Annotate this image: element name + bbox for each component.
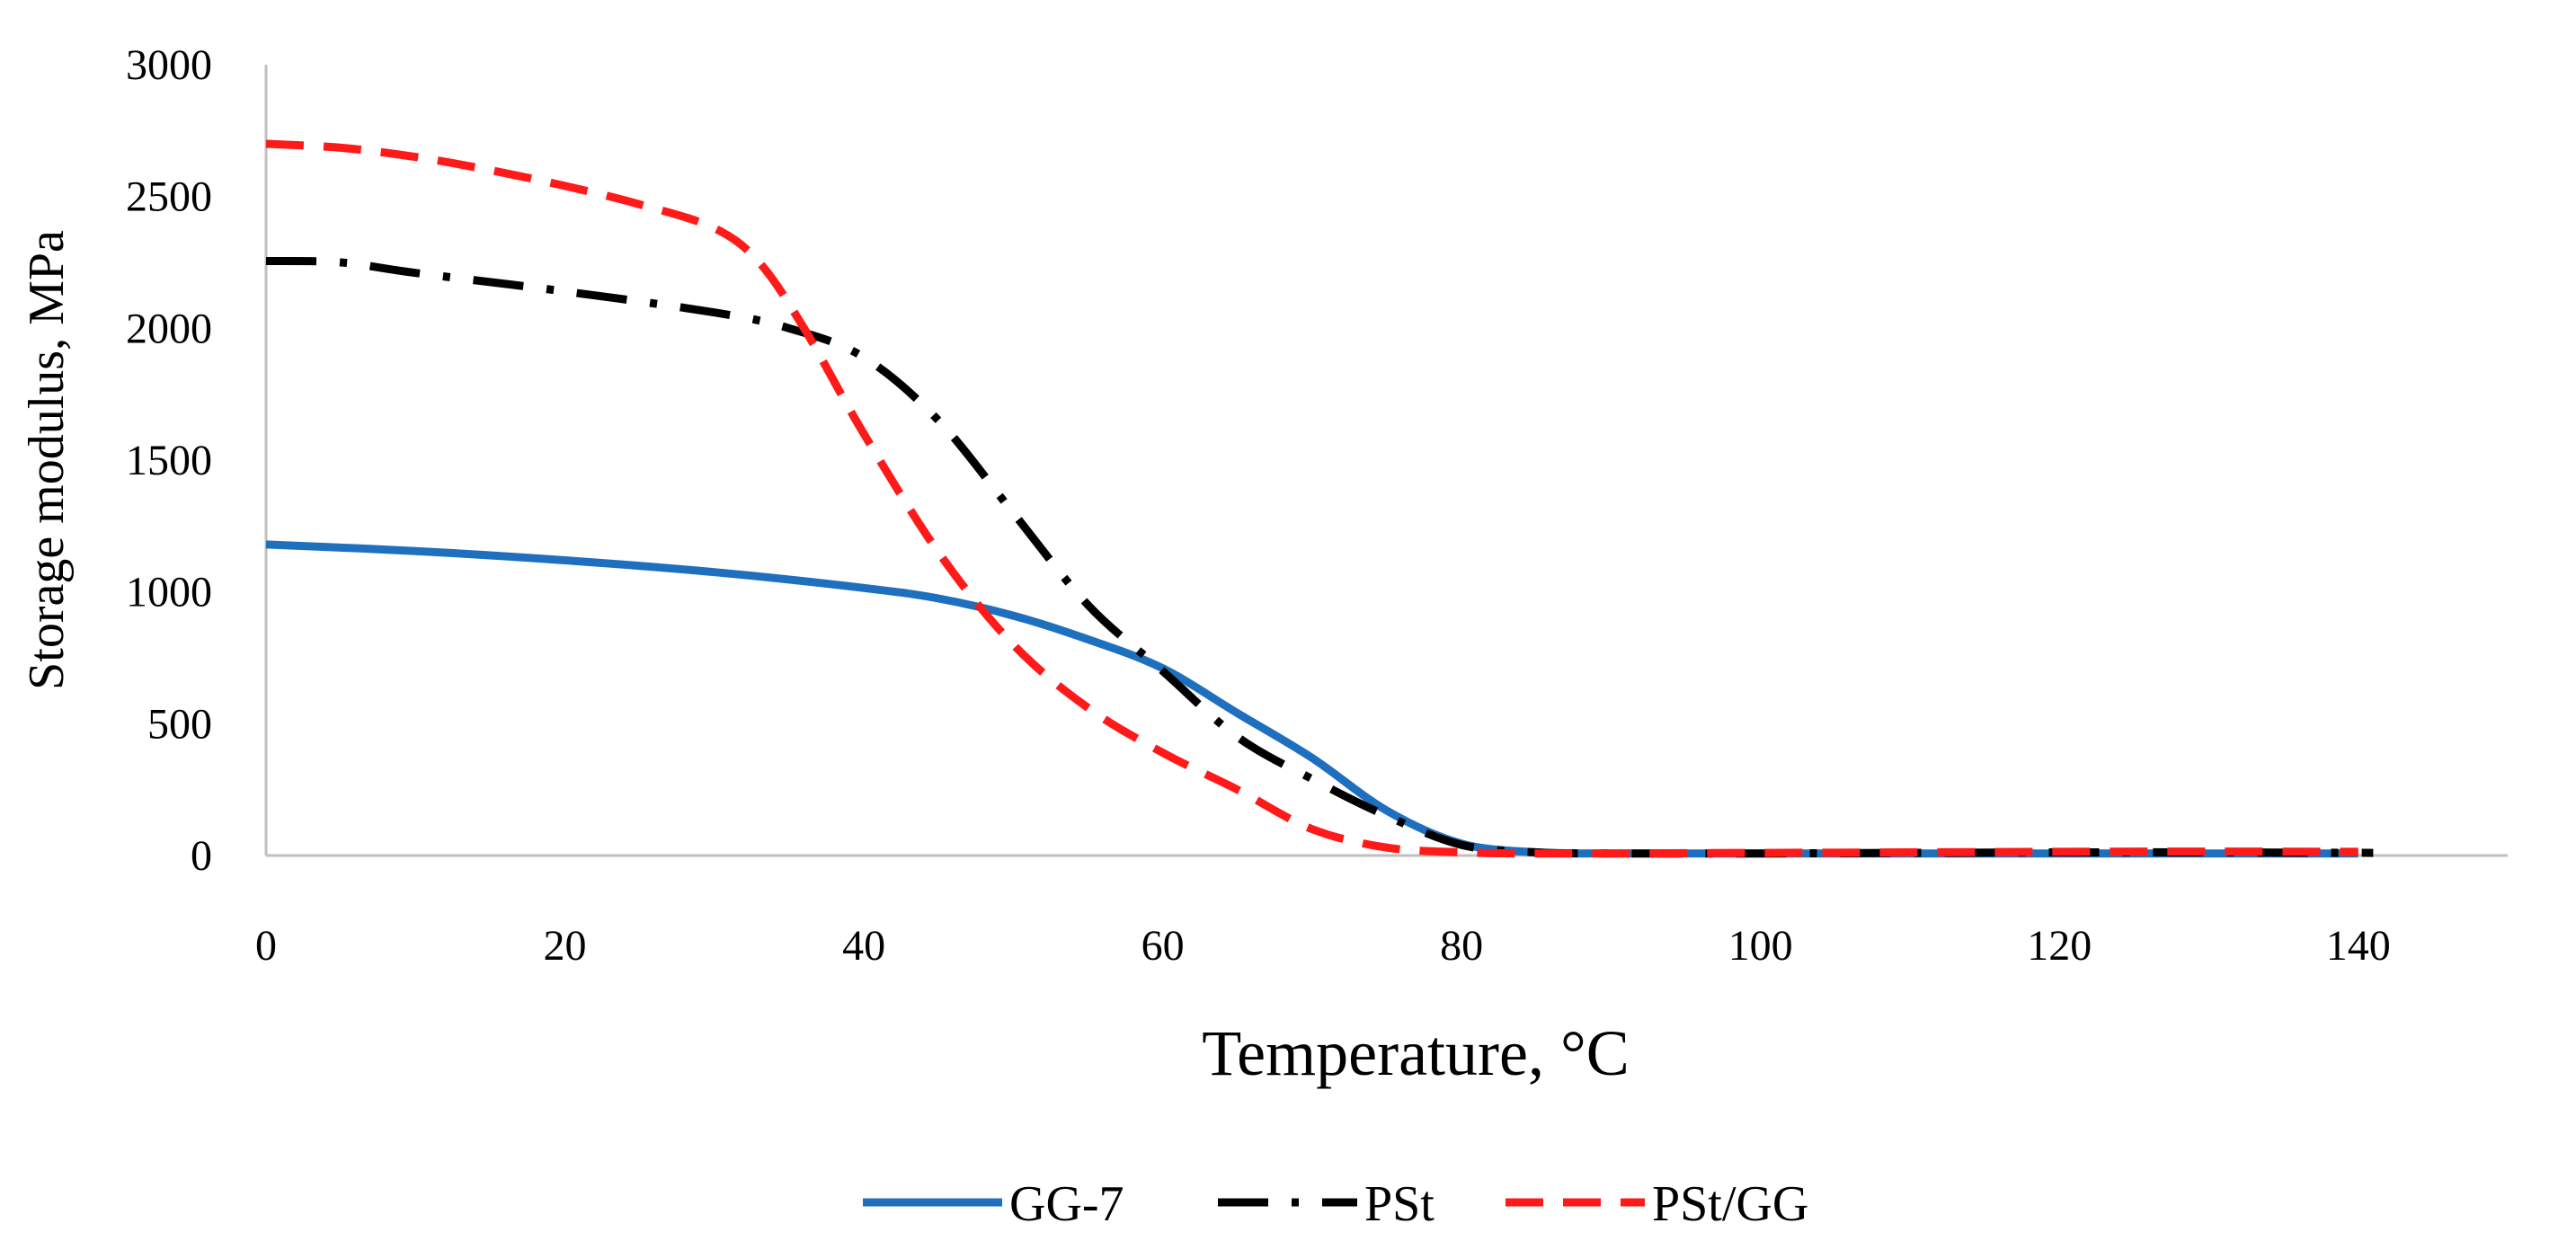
y-tick-label: 1500	[126, 437, 212, 484]
y-tick-labels: 0 500 1000 1500 2000 2500 3000	[126, 41, 212, 880]
x-tick-label: 20	[544, 922, 587, 970]
x-axis-title: Temperature, °C	[1202, 1017, 1630, 1089]
x-tick-label: 40	[842, 922, 885, 970]
series-line-gg-7	[265, 540, 2358, 858]
y-tick-label: 2500	[126, 173, 212, 221]
x-tick-labels: 0 20 40 60 80 100 120 140	[255, 922, 2391, 970]
x-tick-label: 80	[1440, 922, 1483, 970]
y-axis-title: Storage modulus, MPa	[19, 230, 75, 690]
x-tick-label: 60	[1141, 922, 1185, 970]
x-tick-label: 120	[2027, 922, 2092, 970]
plot-area: 0 500 1000 1500 2000 2500 3000 0 20 40 60 80 100 120…	[126, 41, 2508, 970]
legend-label-pst-gg: PSt/GG	[1652, 1176, 1808, 1232]
series-layer	[265, 139, 2374, 858]
x-tick-label: 140	[2326, 922, 2391, 970]
x-tick-label: 0	[255, 922, 277, 970]
y-tick-label: 2000	[126, 305, 212, 352]
series-line-pst-gg	[265, 139, 2358, 858]
x-tick-label: 100	[1728, 922, 1793, 970]
y-tick-label: 3000	[126, 41, 212, 89]
y-tick-label: 0	[191, 832, 212, 880]
legend-label-pst: PSt	[1364, 1176, 1435, 1232]
legend-label-gg-7: GG-7	[1009, 1176, 1124, 1232]
legend: GG-7 PSt PSt/GG	[863, 1176, 1808, 1232]
y-tick-label: 500	[147, 700, 212, 748]
y-tick-label: 1000	[126, 569, 212, 616]
